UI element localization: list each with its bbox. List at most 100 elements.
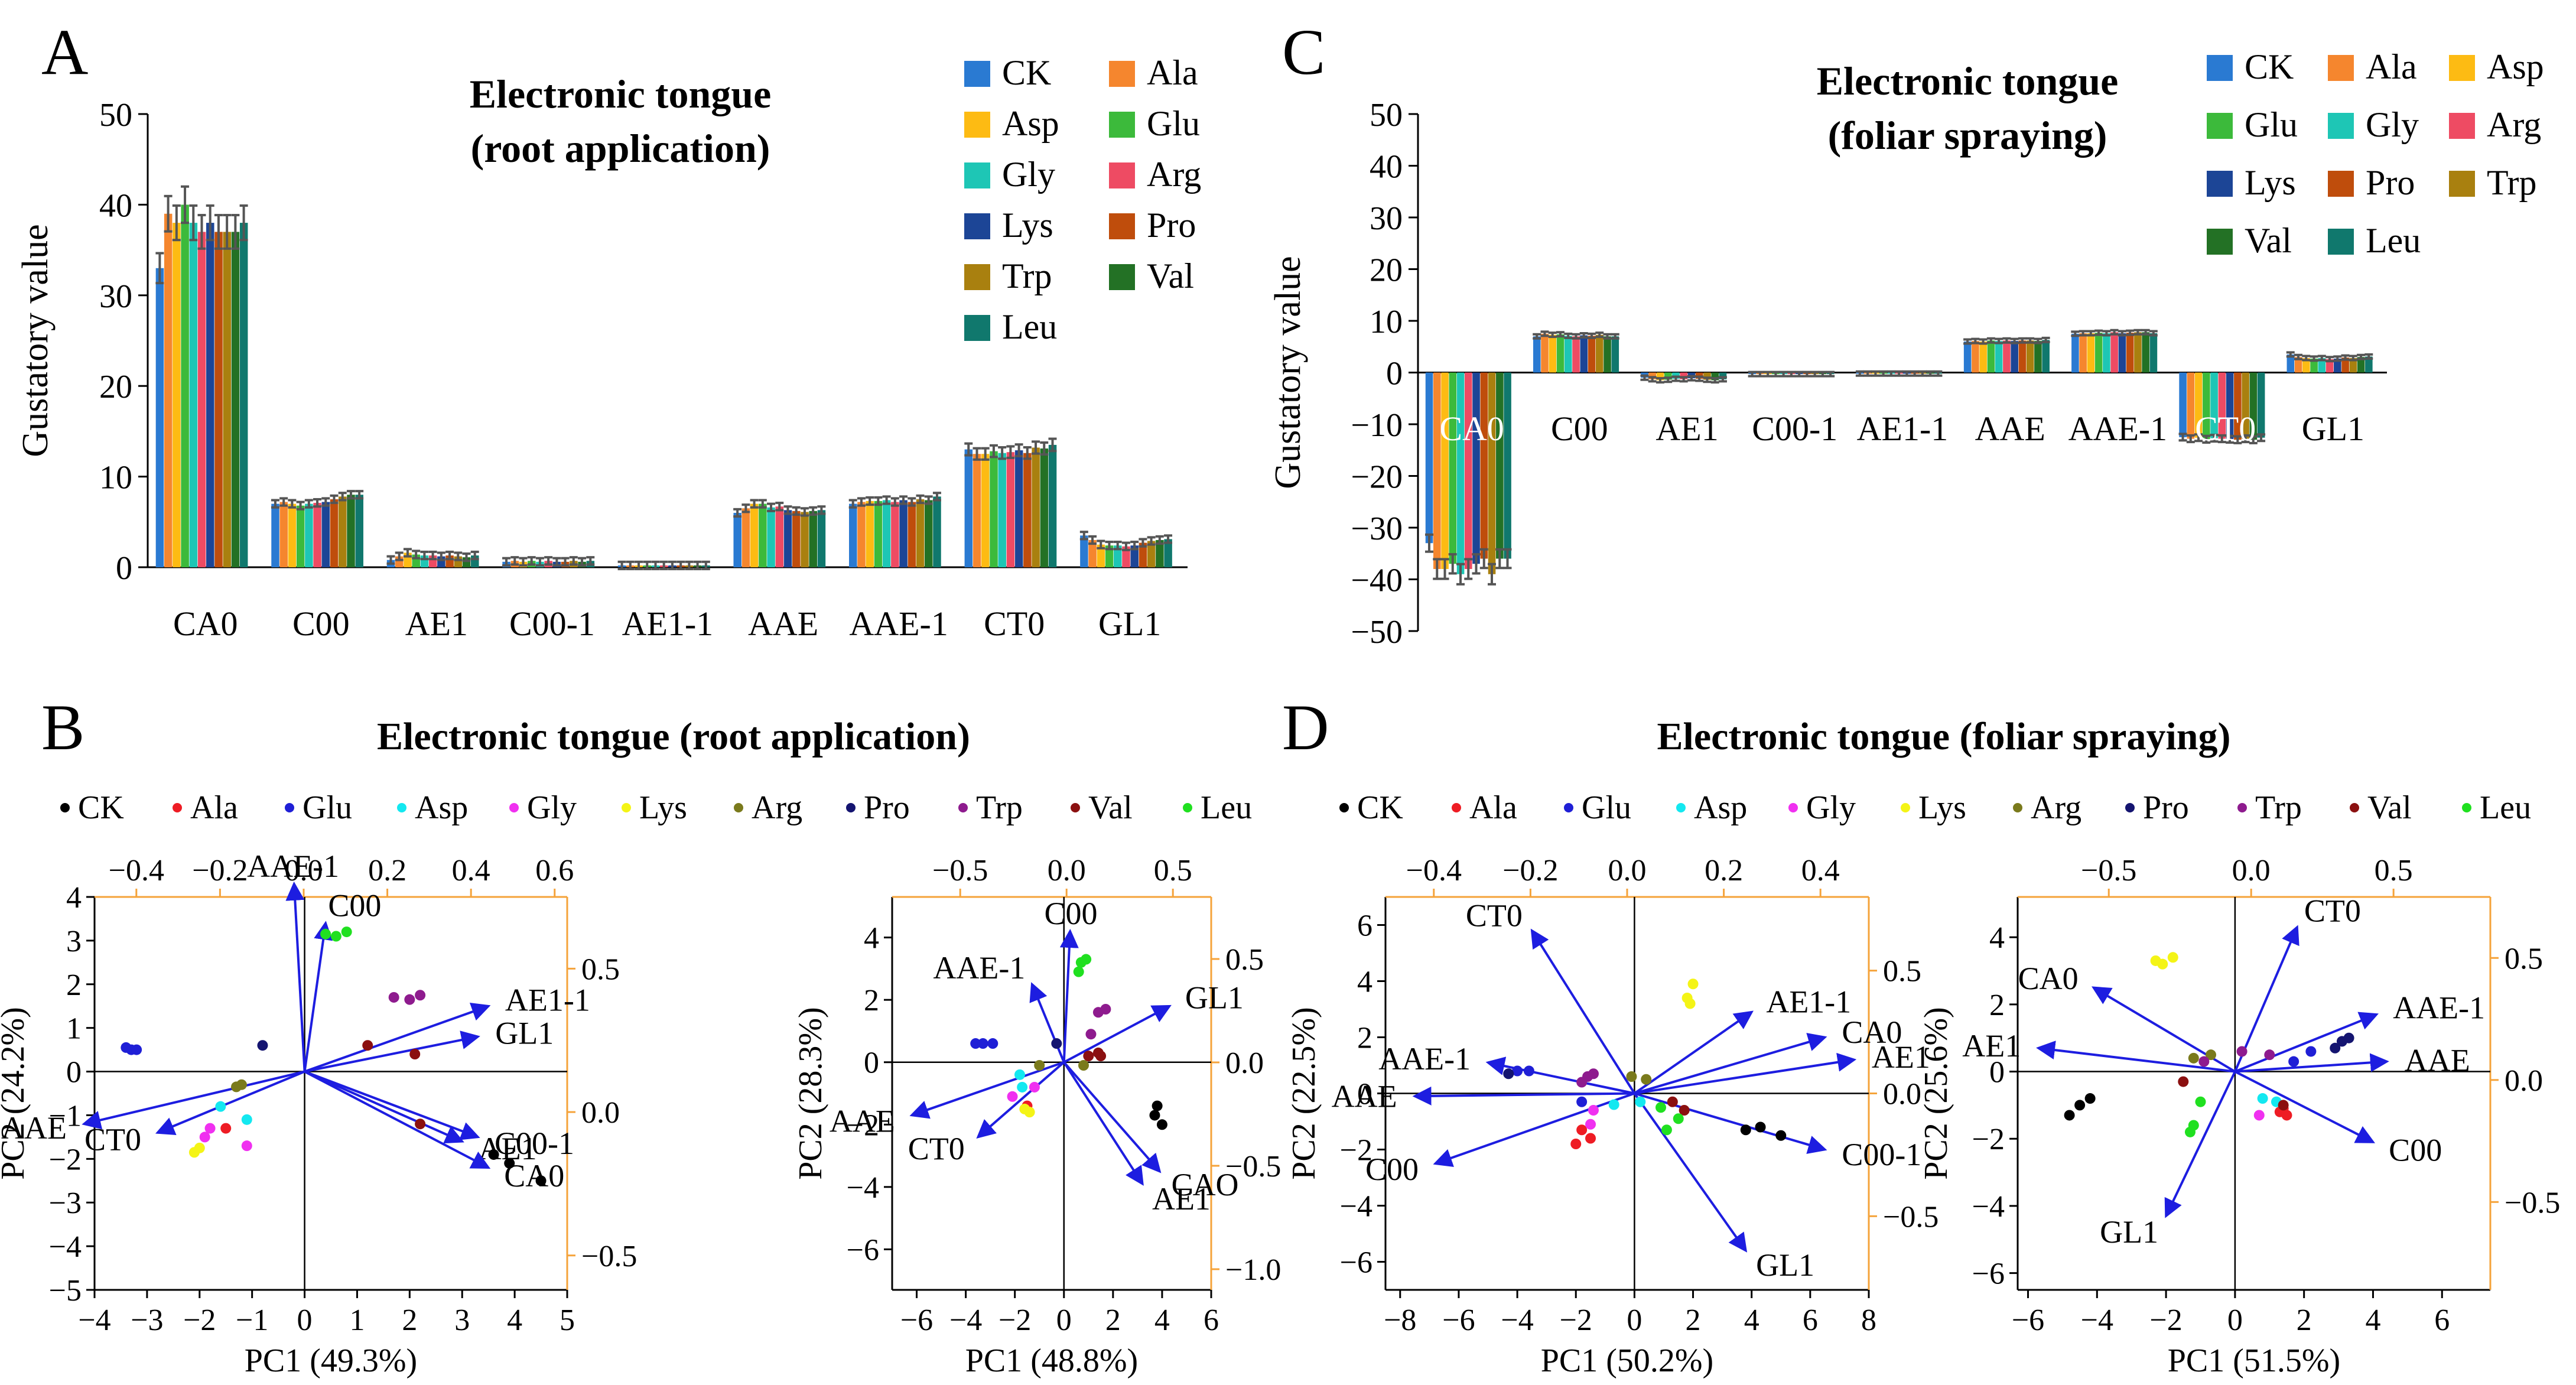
- x-axis-label: PC1 (49.3%): [245, 1342, 417, 1379]
- score-point: [1034, 1060, 1045, 1071]
- score-point: [2157, 958, 2168, 970]
- bar: [882, 500, 891, 567]
- loading-arrow: [304, 1003, 491, 1073]
- bar: [1006, 452, 1015, 567]
- score-point: [1661, 1124, 1672, 1136]
- loading-arrow: [2234, 1070, 2376, 1143]
- bar: [990, 451, 998, 567]
- right-tick-label: −0.5: [2505, 1186, 2560, 1220]
- panel-c: C −50 −40 −30 −20 −10 0 10 20 30 40 50 Gustatory val…: [1268, 16, 2544, 651]
- y-tick-label: −2: [847, 1108, 879, 1142]
- score-point: [1029, 1081, 1040, 1093]
- loading-label: CT0: [1466, 898, 1523, 934]
- legend-label: Val: [2245, 221, 2292, 260]
- y-tick-label: 10: [99, 460, 132, 496]
- loading-arrow: [2235, 1053, 2389, 1073]
- score-point: [404, 994, 415, 1005]
- legend-label: Gly: [1806, 789, 1856, 826]
- y-tick-label: −20: [1351, 459, 1403, 496]
- x-tick-label: 0: [1627, 1303, 1642, 1337]
- legend-marker: [509, 803, 519, 812]
- bar: [1472, 372, 1480, 564]
- bar: [1465, 372, 1472, 569]
- legend-marker: [1676, 803, 1686, 812]
- y-axis-label: Gustatory value: [15, 224, 56, 457]
- loading-label: CT0: [908, 1131, 965, 1166]
- loading-arrow: [303, 921, 333, 1072]
- score-point: [2198, 1056, 2210, 1067]
- legend-swatch: [2328, 229, 2354, 255]
- y-tick-label: 4: [1989, 921, 2005, 955]
- bar: [1139, 542, 1147, 567]
- panel-d: D Electronic tongue (foliar spraying) CK Al…: [1282, 691, 2560, 1379]
- x-tick-label: −6: [2012, 1303, 2044, 1337]
- legend-label: Lys: [1918, 789, 1966, 826]
- score-point: [1570, 1139, 1582, 1149]
- legend-swatch: [2449, 55, 2475, 81]
- bar: [2118, 333, 2126, 373]
- top-tick-label: 0.4: [452, 854, 490, 887]
- bar: [2318, 358, 2326, 373]
- right-tick-label: −0.5: [1883, 1200, 1938, 1234]
- legend-swatch: [964, 61, 990, 87]
- y-tick-label: 0: [1357, 1078, 1372, 1111]
- x-tick-label: −6: [900, 1303, 933, 1337]
- legend-swatch: [2207, 229, 2233, 255]
- bar: [2234, 372, 2242, 440]
- legend-marker: [285, 803, 294, 812]
- legend-label: Leu: [2366, 221, 2421, 260]
- legend-label: Leu: [2480, 789, 2531, 826]
- top-tick-label: 0.2: [1705, 854, 1743, 887]
- category-label: AE1: [405, 604, 468, 643]
- score-point: [415, 990, 426, 1001]
- score-point: [2064, 1110, 2075, 1121]
- bar: [197, 232, 206, 567]
- loading-label: C00: [328, 888, 381, 924]
- chart-title: Electronic tongue: [1817, 58, 2119, 103]
- y-tick-label: −6: [1972, 1257, 2005, 1291]
- legend-marker: [173, 803, 182, 812]
- bar: [857, 502, 866, 567]
- x-tick-label: −4: [949, 1303, 982, 1337]
- score-point: [1576, 1077, 1588, 1088]
- bar: [1023, 453, 1032, 567]
- bar: [2134, 332, 2142, 373]
- legend-label: Asp: [415, 789, 468, 826]
- bar: [741, 508, 750, 567]
- bar: [2187, 372, 2195, 439]
- y-tick-label: 2: [864, 984, 879, 1017]
- bar: [1130, 545, 1139, 567]
- bar: [271, 503, 279, 567]
- bar: [2334, 358, 2341, 373]
- bar: [2310, 358, 2318, 373]
- y-tick-label: −6: [847, 1233, 879, 1267]
- legend-marker: [1564, 803, 1573, 812]
- top-tick-label: 0.2: [368, 854, 406, 887]
- category-label: AAE: [1975, 409, 2045, 448]
- score-point: [2195, 1096, 2206, 1107]
- loading-label: AAE: [1, 1110, 67, 1146]
- loading-arrow: [155, 1070, 305, 1136]
- score-point: [1576, 1096, 1588, 1107]
- y-tick-label: 20: [99, 369, 132, 405]
- x-axis-label: PC1 (50.2%): [1541, 1342, 1713, 1379]
- y-axis-label: PC2 (28.3%): [792, 1007, 829, 1179]
- bar: [1580, 335, 1588, 373]
- legend-label: CK: [78, 789, 124, 826]
- bar: [2249, 372, 2258, 440]
- loading-label: CAO: [1172, 1167, 1239, 1202]
- bar: [849, 503, 857, 567]
- legend-label: Val: [2367, 789, 2412, 826]
- score-point: [409, 1049, 421, 1059]
- y-tick-label: 40: [1370, 149, 1403, 186]
- y-tick-label: 0: [116, 550, 132, 587]
- loading-label: AAE: [830, 1103, 895, 1139]
- y-tick-label: −50: [1351, 614, 1403, 651]
- bar: [874, 501, 883, 567]
- bar: [1456, 372, 1465, 574]
- score-point: [1775, 1130, 1787, 1141]
- loading-arrow: [1063, 1061, 1162, 1173]
- score-point: [2206, 1049, 2217, 1061]
- top-tick-label: −0.4: [109, 854, 164, 887]
- loading-arrow: [285, 881, 306, 1072]
